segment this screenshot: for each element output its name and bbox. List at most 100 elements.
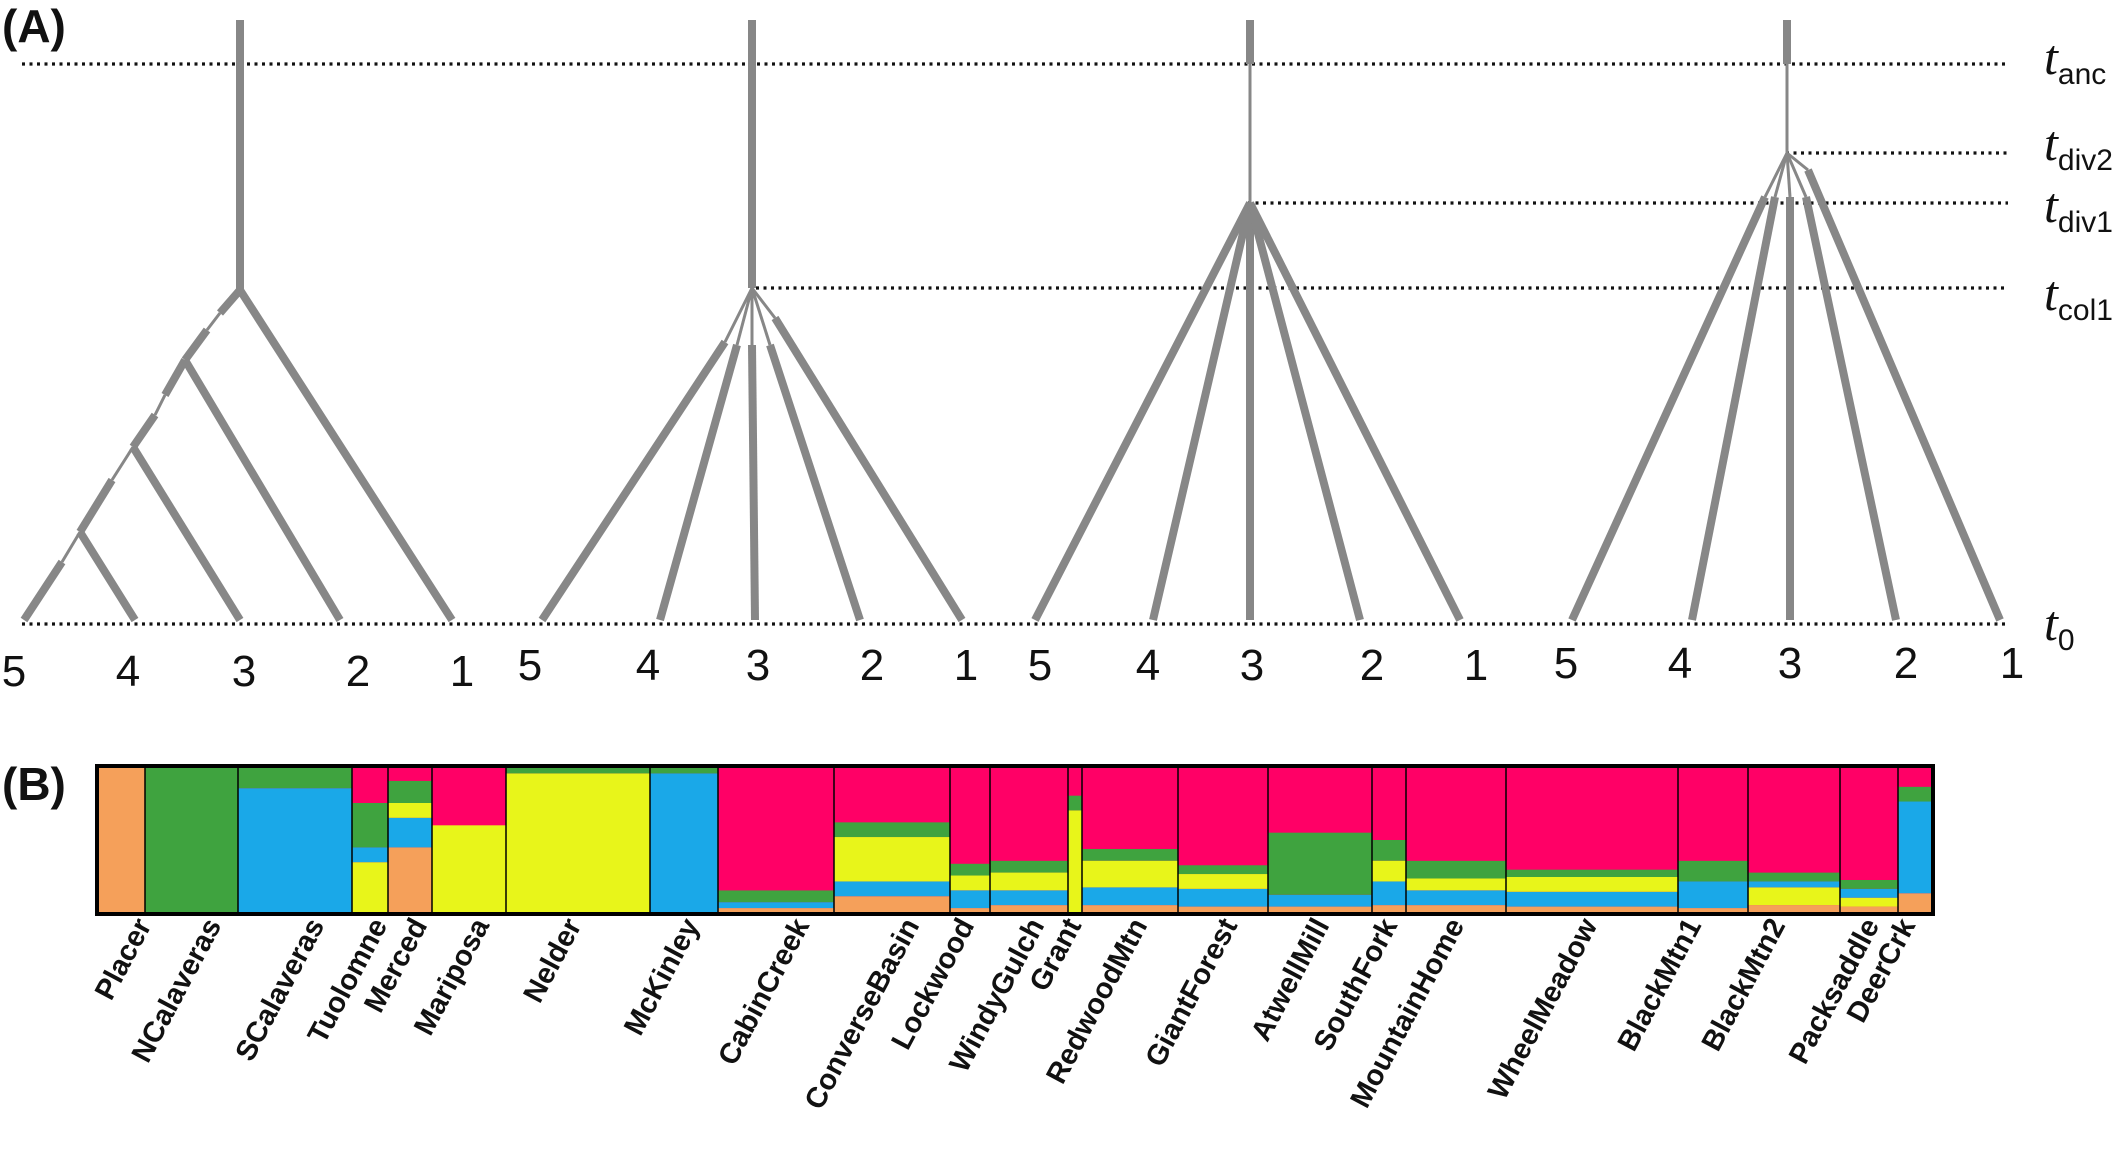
tree-4-thin-1 [1786,151,1809,172]
admixture-block-17-seg-0 [1406,905,1506,914]
tree-2-tip-4: 4 [636,641,660,690]
tree-4-branch-5 [1568,195,1769,622]
admixture-block-6-seg-1 [506,766,650,774]
admixture-block-20-seg-0 [1748,905,1840,914]
admixture-block-4-seg-3 [388,780,432,803]
admixture-block-5-seg-1 [432,766,506,826]
admixture-block-11-seg-1 [990,890,1068,906]
tree-4-branch-4 [1688,196,1779,621]
tree-3-branch-5 [1031,201,1254,622]
tree-3-branch-4 [1149,202,1254,621]
admixture-block-7-seg-1 [650,766,718,774]
tree-4 [1568,20,2004,622]
admixture-block-14-seg-0 [1178,906,1268,914]
admixture-block-12-seg-0 [1068,810,1082,914]
admixture-block-12-seg-2 [1068,766,1082,796]
admixture-block-22-seg-0 [1898,893,1933,914]
admixture-block-19-seg-1 [1678,881,1748,909]
admixture-block-15-seg-1 [1268,894,1372,907]
tree-4-tip-1: 1 [2000,639,2024,688]
admixture-block-16-seg-2 [1372,860,1406,882]
tree-1-tip-5: 5 [2,647,26,696]
tree-2-tip-3: 3 [746,641,770,690]
admixture-block-17-seg-4 [1406,766,1506,861]
admixture-block-4-seg-1 [388,817,432,848]
admixture-block-21-seg-1 [1840,897,1898,907]
admixture-block-19-seg-2 [1678,860,1748,882]
admixture-block-16-seg-3 [1372,840,1406,861]
tree-4-tip-3: 3 [1778,639,1802,688]
admixture-block-1-seg-0 [145,766,238,914]
pop-label-mckinley: McKinley [618,913,706,1040]
admixture-block-10-seg-4 [950,766,990,864]
admixture-block-22-seg-1 [1898,801,1933,894]
admixture-block-18-seg-0 [1506,906,1678,914]
tree-1-branch-5 [20,559,66,623]
pop-label-blackmtn2: BlackMtn2 [1696,913,1792,1056]
admixture-block-8-seg-1 [718,902,834,909]
time-label-anc: tanc [2044,29,2106,91]
tree-1-seg-d [161,358,189,397]
admixture-block-4-seg-2 [388,803,432,818]
admixture-block-18-seg-2 [1506,877,1678,892]
tree-1 [20,20,456,623]
time-label-0: t0 [2044,595,2075,657]
admixture-block-21-seg-3 [1840,879,1898,889]
admixture-block-5-seg-0 [432,825,506,914]
tree-4-thin-5 [1763,152,1789,198]
tree-3-tip-4: 4 [1136,641,1160,690]
tree-1-seg-c [181,327,211,363]
tree-1-seg-f [129,412,159,450]
pop-label-giantforest: GiantForest [1140,913,1245,1072]
admixture-block-16-seg-0 [1372,905,1406,914]
time-lines [22,62,2008,626]
admixture-block-3-seg-2 [352,803,388,848]
admixture-block-13-seg-4 [1082,766,1178,849]
admixture-block-16-seg-1 [1372,881,1406,906]
tree-4-thin-4 [1773,152,1789,198]
admixture-block-0-seg-0 [97,766,145,914]
admixture-block-13-seg-1 [1082,887,1178,906]
tree-1-seg-e [153,394,167,416]
tree-1-seg-b [205,312,222,331]
admixture-block-13-seg-3 [1082,848,1178,861]
admixture-block-2-seg-0 [238,788,352,914]
tree-3-tip-2: 2 [1360,641,1384,690]
tree-4-tip-5: 5 [1554,639,1578,688]
tree-2-branch-3 [748,344,759,621]
tree-1-tip-1: 1 [450,647,474,696]
admixture-block-10-seg-0 [950,908,990,914]
tree-3-tip-1: 1 [1464,641,1488,690]
admixture-block-22-seg-2 [1898,786,1933,802]
tree-2-branch-1 [771,315,966,623]
tree-2-thin-5 [723,287,754,343]
admixture-block-11-seg-0 [990,905,1068,914]
admixture-block-20-seg-1 [1748,887,1840,906]
pop-label-blackmtn1: BlackMtn1 [1612,913,1708,1056]
tree-1-seg-h [76,477,116,535]
admixture-block-9-seg-4 [834,766,950,823]
admixture-block-21-seg-0 [1840,906,1898,914]
population-blocks [97,766,1933,914]
admixture-block-15-seg-0 [1268,906,1372,914]
admixture-block-10-seg-2 [950,875,990,891]
tree-2 [538,20,966,623]
admixture-block-16-seg-4 [1372,766,1406,840]
admixture-block-10-seg-3 [950,863,990,876]
tree-2-tip-1: 1 [954,641,978,690]
admixture-block-20-seg-2 [1748,881,1840,888]
tree-1-seg-a [216,287,244,316]
structure-frame [95,764,1935,916]
admixture-block-9-seg-3 [834,822,950,838]
tree-4-thin-2 [1785,152,1808,198]
admixture-block-3-seg-3 [352,766,388,803]
tree-1-branch-2 [181,357,344,623]
pop-label-wheelmeadow: WheelMeadow [1482,913,1604,1105]
tree-2-branch-2 [766,343,864,622]
admixture-block-13-seg-2 [1082,860,1178,888]
admixture-block-20-seg-4 [1748,766,1840,873]
admixture-block-14-seg-2 [1178,874,1268,889]
admixture-block-11-seg-4 [990,766,1068,861]
admixture-block-8-seg-2 [718,890,834,903]
